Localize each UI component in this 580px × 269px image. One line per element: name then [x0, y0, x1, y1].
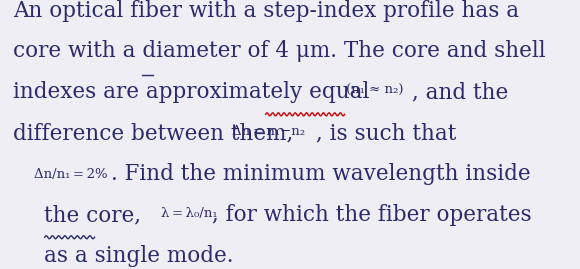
Text: , is such that: , is such that	[316, 122, 456, 144]
Text: the core,: the core,	[44, 204, 140, 226]
Text: , for which the fiber operates: , for which the fiber operates	[212, 204, 531, 226]
Text: as a single mode.: as a single mode.	[44, 245, 233, 267]
Text: difference between them,: difference between them,	[13, 122, 293, 144]
Text: λ = λ₀/n₁: λ = λ₀/n₁	[161, 207, 218, 220]
Text: (n₁ ≈ n₂): (n₁ ≈ n₂)	[346, 84, 404, 97]
Text: . Find the minimum wavelength inside: . Find the minimum wavelength inside	[111, 163, 531, 185]
Text: An optical fiber with a step-index profile has a: An optical fiber with a step-index profi…	[13, 0, 519, 22]
Text: core with a diameter of 4 μm. The core and shell: core with a diameter of 4 μm. The core a…	[13, 40, 545, 62]
Text: indexes are approximately equal: indexes are approximately equal	[13, 81, 369, 103]
Text: , and the: , and the	[412, 81, 508, 103]
Text: Δn = n₁−n₂: Δn = n₁−n₂	[232, 125, 305, 138]
Text: Δn/n₁ = 2%: Δn/n₁ = 2%	[34, 168, 107, 181]
